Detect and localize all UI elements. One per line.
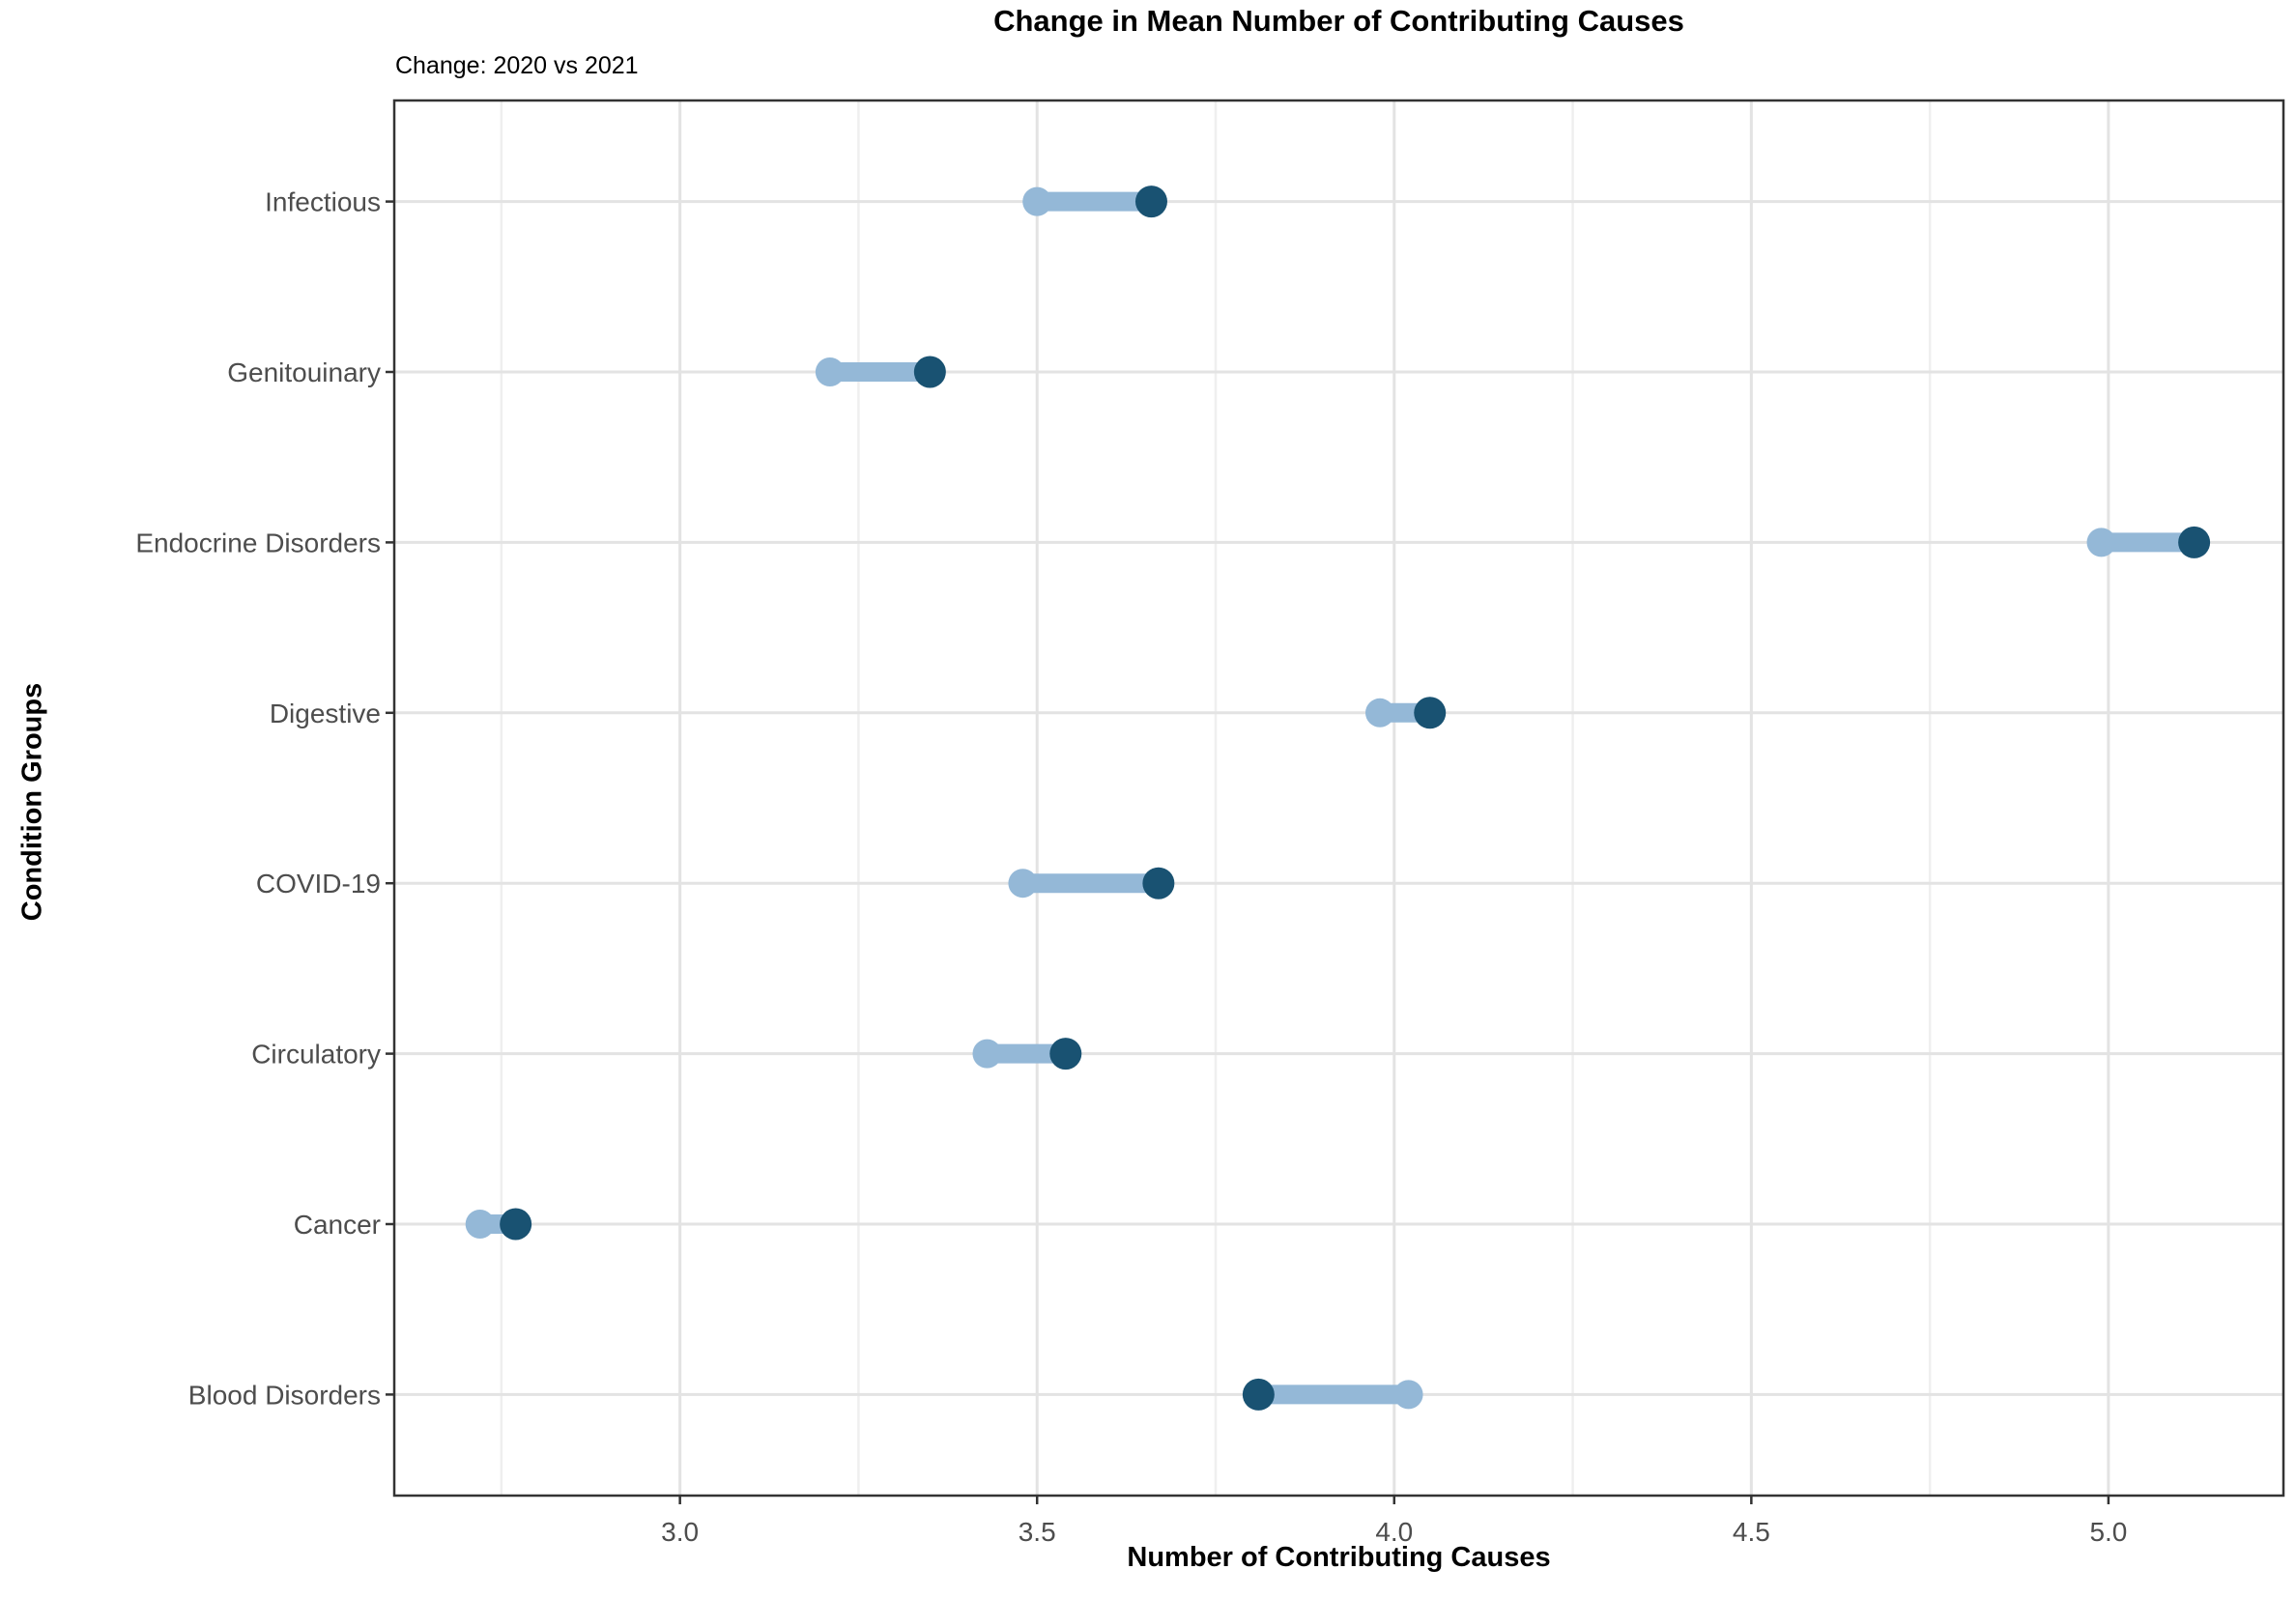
dot-2021-endocrine-disorders <box>2178 526 2211 558</box>
x-tick-label: 5.0 <box>2089 1517 2127 1547</box>
dot-2021-circulatory <box>1049 1038 1082 1070</box>
y-tick-label-genitouinary: Genitouinary <box>227 357 381 387</box>
dot-2020-digestive <box>1365 698 1394 728</box>
dot-2021-digestive <box>1414 697 1447 729</box>
dot-2021-blood-disorders <box>1242 1378 1275 1411</box>
chart-subtitle: Change: 2020 vs 2021 <box>395 52 639 79</box>
dot-2020-blood-disorders <box>1393 1380 1423 1410</box>
y-tick-label-covid-19: COVID-19 <box>256 869 381 899</box>
y-tick-label-endocrine-disorders: Endocrine Disorders <box>135 528 381 557</box>
x-tick-label: 3.5 <box>1019 1517 1056 1547</box>
y-tick-label-circulatory: Circulatory <box>251 1040 381 1070</box>
y-tick-label-digestive: Digestive <box>270 699 381 728</box>
dot-2021-genitouinary <box>913 356 946 388</box>
chart-title: Change in Mean Number of Contributing Ca… <box>993 4 1684 38</box>
dot-2021-cancer <box>500 1208 532 1241</box>
y-tick-label-infectious: Infectious <box>265 187 381 217</box>
y-tick-label-cancer: Cancer <box>294 1210 381 1240</box>
panel-border <box>392 99 2285 1498</box>
dot-2020-circulatory <box>972 1039 1002 1069</box>
dot-2020-covid-19 <box>1008 869 1038 899</box>
dot-2020-infectious <box>1022 186 1052 216</box>
y-tick-label-blood-disorders: Blood Disorders <box>188 1380 381 1410</box>
panel-background <box>394 100 2283 1496</box>
dot-2020-cancer <box>465 1210 495 1239</box>
y-axis-title: Condition Groups <box>16 682 48 922</box>
x-tick-label: 4.0 <box>1375 1517 1413 1547</box>
x-tick-label: 3.0 <box>661 1517 699 1547</box>
dot-2021-covid-19 <box>1142 867 1175 899</box>
dot-2021-infectious <box>1134 185 1167 218</box>
dot-2020-genitouinary <box>815 357 845 386</box>
x-tick-label: 4.5 <box>1733 1517 1770 1547</box>
dot-2020-endocrine-disorders <box>2086 528 2116 557</box>
x-axis-title: Number of Contributing Causes <box>1127 1542 1551 1573</box>
